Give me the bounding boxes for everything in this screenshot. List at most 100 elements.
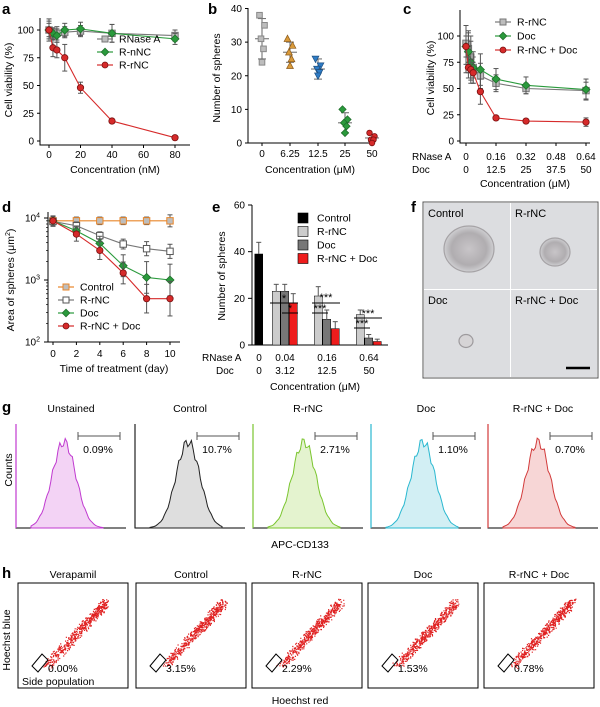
panel-label-e: e bbox=[212, 199, 220, 216]
event-cloud bbox=[43, 599, 109, 670]
legend-label: R-rNC bbox=[317, 226, 347, 238]
x-tick-label-doc: 3.12 bbox=[275, 366, 295, 377]
histogram-curve bbox=[385, 438, 459, 529]
legend-label: R-rNC + Doc bbox=[517, 45, 577, 57]
series-control bbox=[49, 214, 174, 228]
legend-label: Doc bbox=[517, 31, 536, 43]
data-point bbox=[492, 114, 500, 122]
gate-percent: 2.29% bbox=[282, 663, 312, 675]
gate-percent: 2.71% bbox=[320, 444, 350, 456]
x-tick-label-rnase: 0.64 bbox=[359, 353, 379, 364]
legend-marker bbox=[62, 296, 70, 304]
legend-label: Control bbox=[80, 282, 114, 294]
sig-mark-5: *** bbox=[362, 308, 376, 320]
y-tick-label: 10 bbox=[231, 105, 243, 116]
data-point bbox=[285, 47, 293, 56]
data-point bbox=[108, 117, 116, 125]
data-point bbox=[119, 269, 127, 277]
group-25 bbox=[338, 105, 352, 138]
y-tick-label: 0 bbox=[28, 137, 34, 148]
gate-percent: 1.53% bbox=[398, 663, 428, 675]
tile-label: Doc bbox=[428, 295, 448, 307]
series-r-rnc bbox=[45, 22, 179, 142]
x-tick-label: 0 bbox=[46, 150, 52, 161]
panel-f: f Control R-rNC Doc R-rNC + Doc bbox=[411, 199, 599, 379]
x-tick-label: 40 bbox=[106, 150, 118, 161]
legend-swatch bbox=[297, 253, 309, 264]
x-tick-label-doc: 12.5 bbox=[317, 366, 337, 377]
bar-doc bbox=[322, 319, 331, 346]
panel-d: d 102 103 104 0 2 4 6 8 10 Area of spheres (μm2)… bbox=[2, 199, 180, 375]
data-point bbox=[72, 230, 81, 238]
y-tick-label: 100 bbox=[437, 32, 454, 43]
series-r-rnc bbox=[49, 216, 174, 259]
x-axis-label-a: Concentration (nM) bbox=[70, 164, 160, 176]
dotplot-2: Control 3.15% bbox=[135, 569, 247, 689]
y-tick-label: 25 bbox=[23, 109, 35, 120]
histogram-title: Doc bbox=[417, 403, 436, 415]
y-axis-label-c: Cell viability (%) bbox=[425, 41, 437, 116]
x-tick-label: 4 bbox=[97, 349, 103, 360]
panel-b: b 0 10 20 30 40 0 6.25 12.5 25 50 Number of spher… bbox=[208, 1, 379, 176]
x-tick-label: 0 bbox=[50, 349, 56, 360]
data-point bbox=[256, 11, 263, 19]
x-tick-label-doc: 50 bbox=[363, 366, 375, 377]
x-tick-label: 8 bbox=[144, 349, 150, 360]
row2-name-c: Doc bbox=[412, 165, 430, 176]
tile-label: Control bbox=[428, 208, 463, 220]
data-point bbox=[342, 122, 351, 131]
x-axis-label-g: APC-CD133 bbox=[271, 539, 329, 551]
x-tick-label-rnase: 0.32 bbox=[516, 152, 536, 163]
sig-mark-1: * bbox=[282, 293, 287, 305]
data-point bbox=[96, 246, 104, 255]
data-point bbox=[257, 35, 265, 43]
legend-swatch bbox=[297, 212, 309, 224]
axes-c bbox=[459, 10, 590, 144]
legend-swatch bbox=[297, 239, 309, 251]
dotplot-5: R-rNC + Doc 0.78% bbox=[483, 569, 595, 689]
histogram-curve bbox=[30, 437, 104, 529]
x-tick-label-rnase: 0.48 bbox=[546, 152, 566, 163]
panel-a: a 0 25 50 75 100 0 20 40 60 80 Cell viability (%)… bbox=[2, 1, 190, 176]
y-axis-label-b: Number of spheres bbox=[211, 33, 223, 122]
y-tick-label: 0 bbox=[236, 139, 242, 150]
histogram-curve bbox=[149, 438, 223, 529]
dotplot-title: R-rNC bbox=[292, 569, 322, 581]
y-tick-label: 60 bbox=[234, 201, 246, 212]
data-point bbox=[286, 61, 294, 69]
histogram-title: Control bbox=[173, 403, 207, 415]
y-tick-label: 25 bbox=[443, 110, 455, 121]
data-point bbox=[258, 59, 266, 66]
y-tick-label: 50 bbox=[443, 84, 455, 95]
panel-label-b: b bbox=[208, 1, 217, 18]
data-point bbox=[170, 34, 180, 44]
histogram-title: Unstained bbox=[47, 403, 94, 415]
data-point bbox=[142, 217, 151, 225]
x-tick-label-doc: 0 bbox=[256, 366, 262, 377]
significance-marks-e: * * *** *** *** *** bbox=[270, 292, 382, 330]
micrograph-tile-control: Control bbox=[424, 203, 510, 289]
x-axis-label-e: Concentration (μM) bbox=[270, 381, 360, 393]
y-tick-label: 20 bbox=[234, 294, 246, 305]
y-tick-label: 102 bbox=[25, 337, 40, 349]
panel-label-g: g bbox=[2, 399, 11, 416]
x-axis-label-h: Hoechst red bbox=[272, 695, 329, 707]
data-point bbox=[283, 34, 292, 42]
side-population-gate bbox=[31, 653, 49, 673]
dotplot-title: Doc bbox=[414, 569, 433, 581]
histogram-title: R-rNC bbox=[293, 403, 323, 415]
legend-marker bbox=[101, 61, 109, 69]
x-tick-label-rnase: 0.16 bbox=[317, 353, 337, 364]
side-population-gate bbox=[381, 653, 399, 673]
tile-label: R-rNC bbox=[515, 208, 546, 220]
y-axis-label-g: Counts bbox=[3, 453, 15, 486]
data-point bbox=[366, 129, 373, 137]
data-point bbox=[119, 217, 127, 225]
dotplot-title: Verapamil bbox=[50, 569, 97, 581]
data-point bbox=[52, 30, 62, 41]
x-tick-label-doc: 50 bbox=[580, 165, 592, 176]
dotplot-4: Doc 1.53% bbox=[367, 569, 479, 689]
data-point bbox=[166, 217, 174, 225]
event-cloud bbox=[392, 599, 460, 668]
